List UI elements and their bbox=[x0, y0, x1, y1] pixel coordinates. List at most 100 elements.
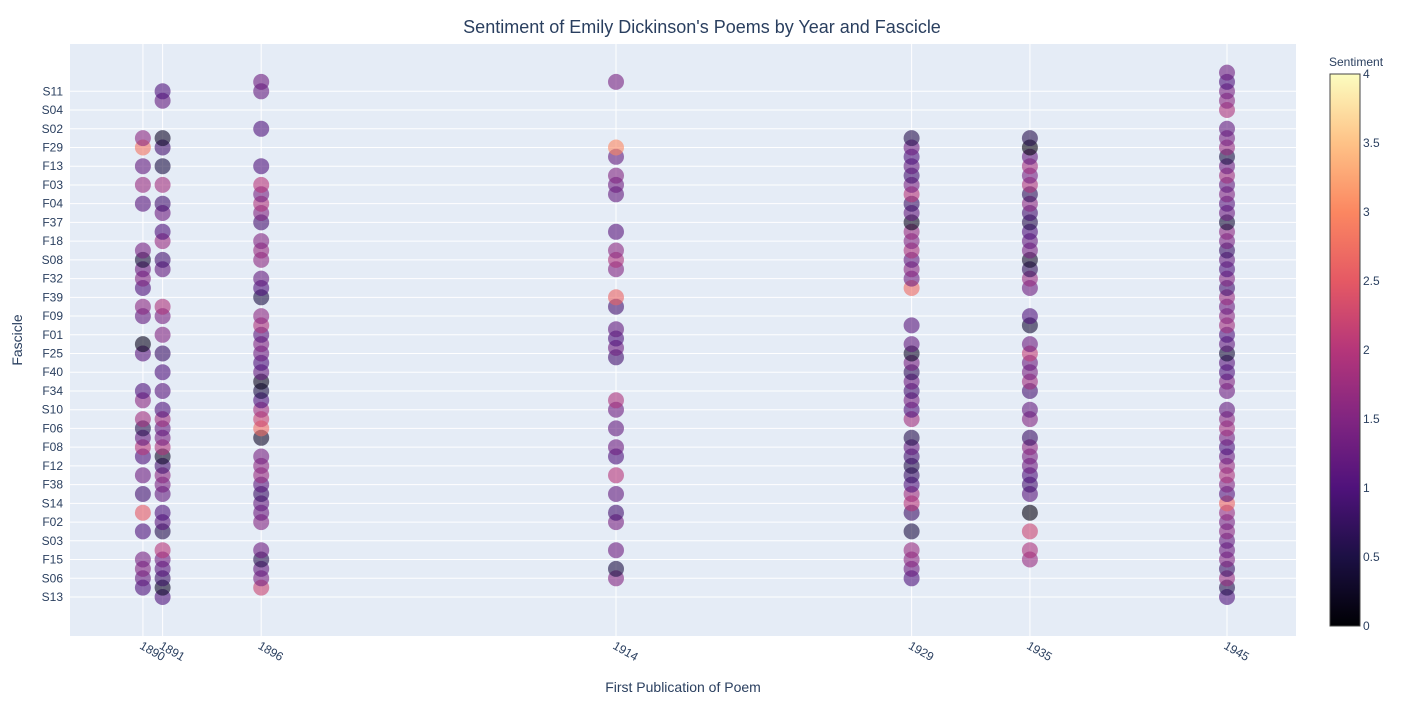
y-tick-label: S03 bbox=[42, 534, 64, 548]
data-point bbox=[134, 336, 151, 353]
data-point bbox=[1021, 523, 1038, 540]
data-point bbox=[154, 130, 171, 147]
data-point bbox=[1021, 130, 1038, 147]
y-axis-title: Fascicle bbox=[9, 314, 25, 366]
colorbar-tick-label: 1.5 bbox=[1363, 412, 1380, 426]
data-point bbox=[903, 130, 920, 147]
data-point bbox=[608, 392, 624, 409]
data-point bbox=[608, 542, 624, 559]
data-point bbox=[253, 270, 270, 287]
data-point bbox=[608, 289, 624, 306]
data-point bbox=[134, 411, 151, 428]
y-tick-label: F03 bbox=[42, 178, 63, 192]
data-point bbox=[134, 298, 151, 315]
y-tick-label: F32 bbox=[42, 272, 63, 286]
data-point bbox=[253, 233, 270, 250]
colorbar-tick-label: 3 bbox=[1363, 205, 1370, 219]
y-tick-label: F04 bbox=[42, 197, 63, 211]
data-point bbox=[154, 223, 171, 240]
y-tick-label: F38 bbox=[42, 478, 63, 492]
data-point bbox=[253, 448, 270, 465]
data-point bbox=[1021, 401, 1038, 418]
data-point bbox=[608, 420, 624, 437]
data-point bbox=[253, 308, 270, 325]
data-point bbox=[253, 73, 270, 90]
y-tick-label: F40 bbox=[42, 365, 63, 379]
data-point bbox=[154, 326, 171, 343]
x-axis-title: First Publication of Poem bbox=[605, 679, 761, 695]
data-point bbox=[253, 120, 270, 137]
data-point bbox=[1021, 336, 1038, 353]
x-tick-label: 1929 bbox=[906, 638, 936, 664]
data-point bbox=[1021, 308, 1038, 325]
data-point bbox=[134, 176, 151, 193]
data-point bbox=[608, 321, 624, 338]
y-tick-label: S14 bbox=[42, 496, 64, 510]
data-point bbox=[608, 504, 624, 521]
data-point bbox=[154, 364, 171, 381]
data-point bbox=[1021, 542, 1038, 559]
y-tick-label: S10 bbox=[42, 403, 64, 417]
data-point bbox=[608, 439, 624, 456]
x-tick-label: 1945 bbox=[1222, 638, 1252, 664]
data-point bbox=[134, 467, 151, 484]
data-point bbox=[154, 542, 171, 559]
data-point bbox=[903, 523, 920, 540]
plot-background bbox=[70, 44, 1296, 636]
data-point bbox=[134, 242, 151, 259]
y-tick-label: F12 bbox=[42, 459, 63, 473]
y-tick-label: F08 bbox=[42, 440, 63, 454]
data-point bbox=[154, 251, 171, 268]
y-tick-label: F39 bbox=[42, 290, 63, 304]
y-gridlines bbox=[70, 90, 1296, 598]
data-point bbox=[134, 504, 151, 521]
data-point bbox=[903, 542, 920, 559]
data-point bbox=[154, 83, 171, 100]
data-point bbox=[608, 223, 624, 240]
data-point bbox=[134, 158, 151, 175]
data-point bbox=[154, 504, 171, 521]
y-tick-label: F25 bbox=[42, 347, 63, 361]
y-tick-label: S13 bbox=[42, 590, 64, 604]
y-tick-label: F02 bbox=[42, 515, 63, 529]
data-point bbox=[608, 167, 624, 184]
y-tick-label: F15 bbox=[42, 553, 63, 567]
data-point bbox=[134, 383, 151, 399]
data-points bbox=[134, 64, 1235, 605]
data-point bbox=[608, 467, 624, 484]
y-tick-label: F34 bbox=[42, 384, 63, 398]
colorbar-tick-label: 1 bbox=[1363, 481, 1370, 495]
y-tick-label: S06 bbox=[42, 571, 64, 585]
colorbar-gradient bbox=[1329, 73, 1361, 627]
data-point bbox=[608, 139, 624, 156]
data-point bbox=[154, 176, 171, 193]
y-tick-label: S11 bbox=[43, 84, 64, 98]
data-point bbox=[1219, 120, 1235, 137]
data-point bbox=[134, 551, 151, 568]
data-point bbox=[154, 383, 171, 399]
data-point bbox=[608, 242, 624, 259]
data-point bbox=[154, 158, 171, 175]
colorbar-tick-label: 4 bbox=[1363, 67, 1370, 81]
colorbar: Sentiment 0 0.5 1 1.5 2 2.5 3 3.5 4 bbox=[1329, 55, 1384, 633]
data-point bbox=[1219, 64, 1235, 81]
data-point bbox=[134, 486, 151, 502]
data-point bbox=[253, 176, 270, 193]
colorbar-tick-label: 0.5 bbox=[1363, 550, 1380, 564]
data-point bbox=[1021, 504, 1038, 521]
y-tick-label: F29 bbox=[42, 140, 63, 154]
y-tick-label: S04 bbox=[42, 103, 64, 117]
chart-title: Sentiment of Emily Dickinson's Poems by … bbox=[463, 17, 941, 37]
x-tick-label: 1935 bbox=[1024, 638, 1054, 664]
data-point bbox=[1219, 401, 1235, 418]
data-point bbox=[154, 195, 171, 212]
y-tick-label: S02 bbox=[42, 122, 64, 136]
data-point bbox=[253, 158, 270, 175]
data-point bbox=[134, 523, 151, 540]
data-point bbox=[608, 73, 624, 90]
data-point bbox=[154, 345, 171, 362]
data-point bbox=[253, 542, 270, 559]
data-point bbox=[134, 130, 151, 147]
